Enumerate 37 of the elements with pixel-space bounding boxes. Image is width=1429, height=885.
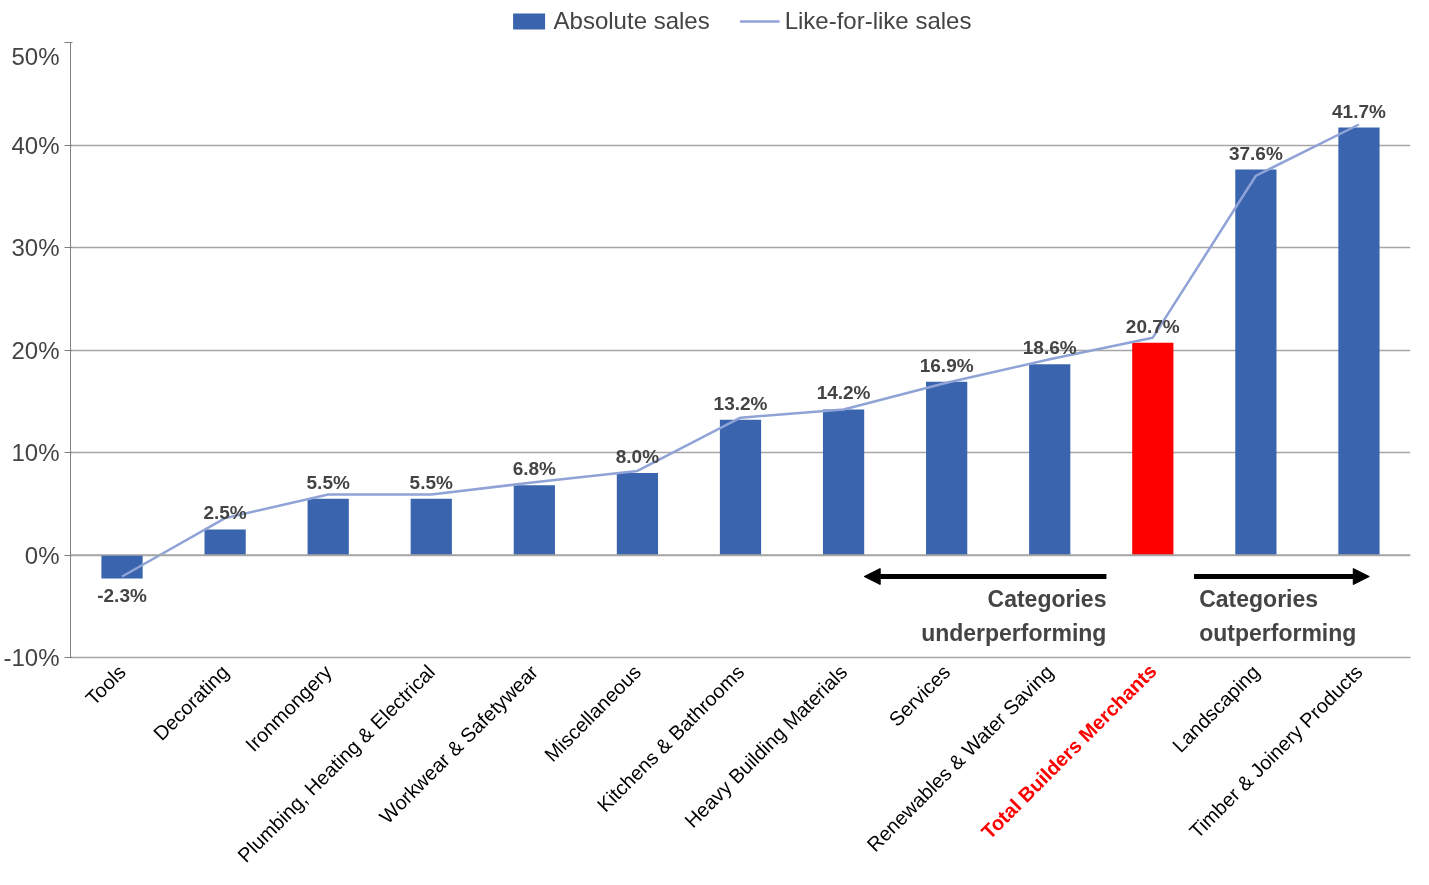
annotation: Categories outperforming (1199, 586, 1357, 646)
bar (204, 529, 246, 555)
bar (719, 419, 762, 555)
data-label: 13.2% (713, 392, 768, 414)
y-tick-label: 0% (24, 541, 60, 569)
bar (1235, 169, 1277, 555)
y-tick-label: 50% (11, 42, 60, 70)
y-tick-label: 10% (11, 439, 60, 466)
bar (101, 555, 143, 579)
y-tick-label: 30% (11, 234, 60, 261)
bar (410, 498, 452, 555)
y-tick-label: 20% (11, 336, 60, 364)
data-label: 41.7% (1332, 100, 1386, 122)
data-label: 5.5% (306, 471, 350, 493)
bar (1338, 127, 1380, 555)
legend-label: Absolute sales (553, 7, 710, 35)
y-tick-label: 40% (11, 131, 60, 159)
data-label: 16.9% (919, 354, 974, 376)
data-label: 14.2% (816, 382, 871, 404)
line-series (120, 123, 1361, 578)
bar (1029, 364, 1071, 555)
bar (926, 381, 968, 555)
y-tick-label: -10% (3, 644, 60, 671)
annotation: Categories underperforming (921, 586, 1107, 646)
data-label: -2.3% (97, 584, 147, 606)
data-label: 2.5% (203, 502, 247, 524)
data-label: 37.6% (1228, 142, 1283, 164)
legend-label: Like-for-like sales (784, 7, 972, 35)
data-label: 8.0% (615, 446, 660, 467)
bar (822, 409, 865, 555)
bar (616, 473, 659, 555)
bar (1132, 342, 1174, 555)
data-label: 5.5% (409, 471, 454, 493)
bar (513, 485, 555, 555)
data-label: 18.6% (1022, 337, 1077, 359)
data-label: 6.8% (512, 458, 557, 480)
bar (307, 498, 349, 555)
